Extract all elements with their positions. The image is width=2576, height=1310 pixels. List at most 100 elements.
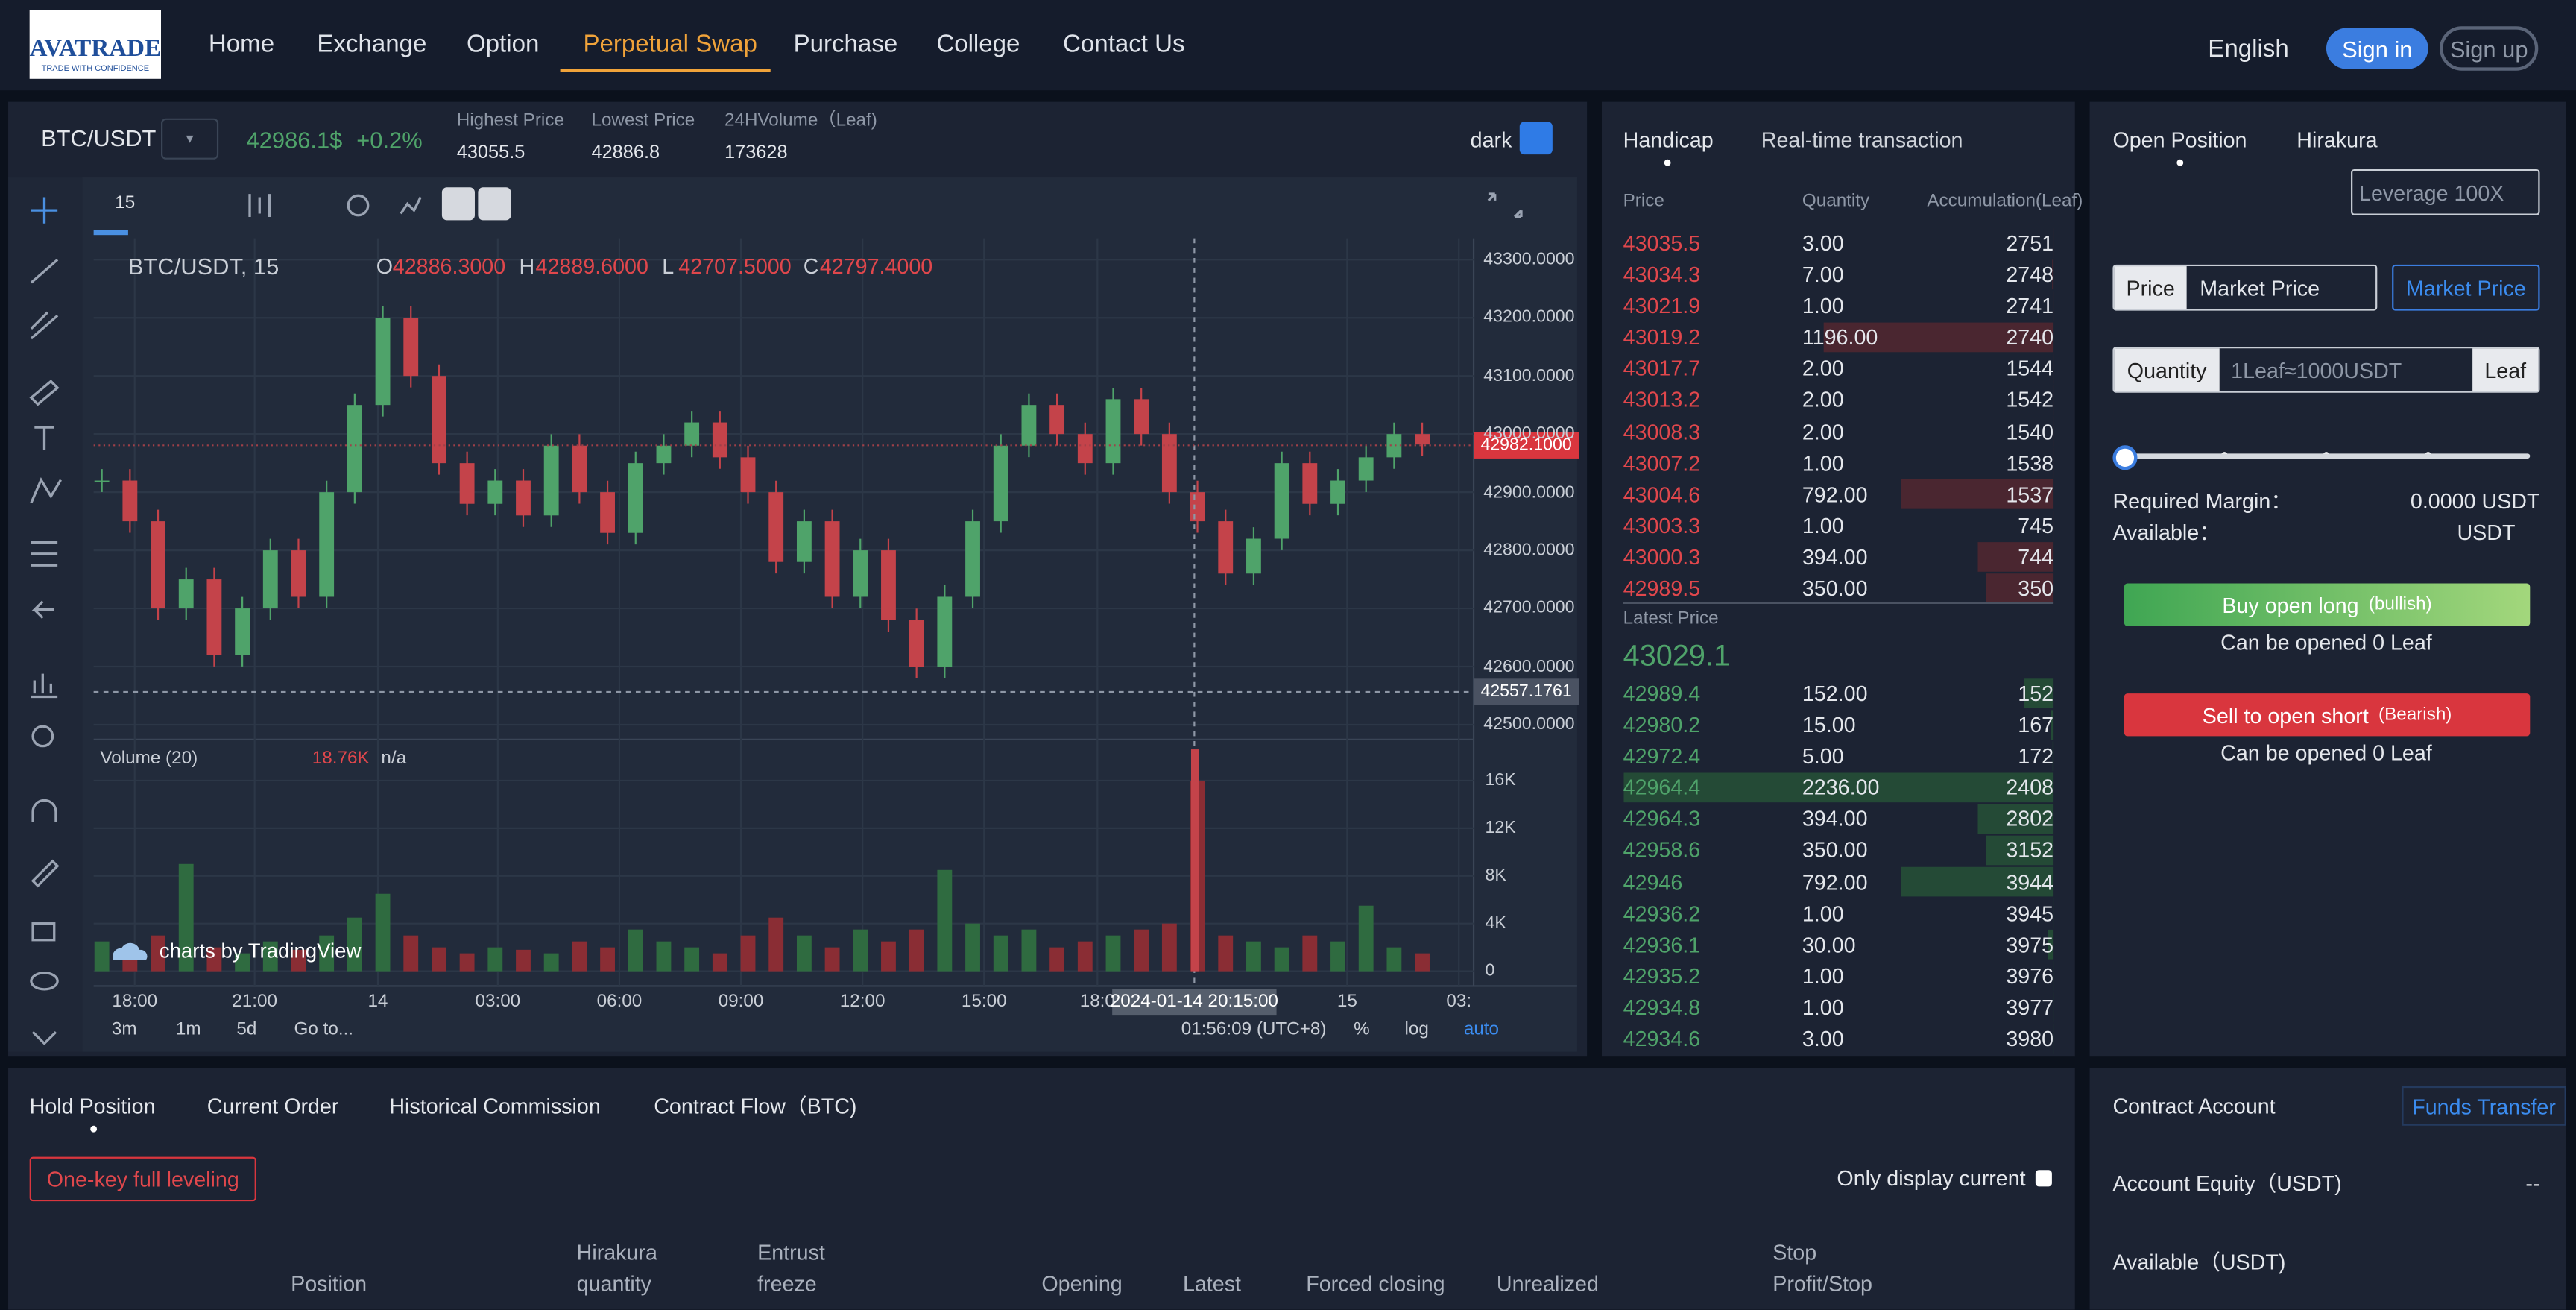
candle-body	[796, 521, 812, 562]
volume-bar	[600, 947, 615, 972]
sign-in-button[interactable]: Sign in	[2326, 28, 2428, 69]
book-quantity: 792.00	[1802, 869, 1868, 895]
candle-body	[1218, 521, 1234, 574]
ohlc-low-label: L	[662, 254, 675, 279]
range-button[interactable]: 1m	[175, 1019, 201, 1040]
redo-button[interactable]	[478, 187, 511, 221]
legend-title: BTC/USDT, 15	[127, 253, 280, 280]
positions-tab[interactable]: Hold Position	[29, 1093, 156, 1118]
volume-bar	[235, 953, 250, 972]
volume-tick-label: 16K	[1485, 770, 1516, 790]
nav-item[interactable]: Perpetual Swap	[583, 30, 757, 59]
book-price: 42958.6	[1623, 837, 1701, 863]
book-price: 43035.5	[1623, 230, 1701, 256]
book-accumulation: 3152	[2006, 837, 2054, 863]
undo-button[interactable]	[441, 187, 475, 221]
volume-bar	[1134, 929, 1149, 972]
book-price: 43017.7	[1623, 356, 1701, 382]
logo-tagline: TRADE WITH CONFIDENCE	[41, 63, 150, 74]
candle-body	[375, 318, 391, 406]
stat-label: Highest Price	[456, 110, 564, 131]
positions-tab[interactable]: Historical Commission	[389, 1093, 601, 1118]
volume-na: n/a	[381, 748, 407, 769]
leverage-input[interactable]: Leverage 100X	[2351, 169, 2540, 215]
book-price: 42989.4	[1623, 681, 1701, 706]
book-price: 42934.6	[1623, 1026, 1701, 1051]
nav-item[interactable]: College	[936, 30, 1020, 59]
book-quantity: 2236.00	[1802, 775, 1880, 800]
book-accumulation: 3980	[2006, 1026, 2054, 1051]
volume-bar	[684, 947, 700, 972]
column-header: Accumulation(Leaf)	[1927, 191, 2083, 212]
nav-item[interactable]: Exchange	[317, 30, 427, 59]
depth-bar	[1901, 479, 2054, 509]
price-tick-label: 42600.0000	[1483, 656, 1575, 676]
nav-item[interactable]: Purchase	[793, 30, 898, 59]
funds-transfer-button[interactable]: Funds Transfer	[2402, 1086, 2566, 1126]
range-button[interactable]: 5d	[236, 1019, 257, 1040]
market-price-button[interactable]: Market Price	[2392, 264, 2540, 311]
time-label: 14	[367, 992, 388, 1012]
scale-option[interactable]: auto	[1463, 1019, 1500, 1040]
candle-body	[684, 422, 700, 446]
volume-bar	[1021, 929, 1037, 972]
buy-button[interactable]: Buy open long (bullish)	[2124, 583, 2531, 626]
symbol-dropdown[interactable]: ▾	[160, 118, 219, 160]
time-label: 15:00	[961, 992, 1007, 1012]
book-price: 42935.2	[1623, 963, 1701, 989]
candle-body	[572, 445, 587, 493]
book-quantity: 792.00	[1802, 482, 1868, 507]
positions-tab[interactable]: Current Order	[206, 1093, 339, 1118]
nav-item[interactable]: Option	[466, 30, 540, 59]
language-select[interactable]: English	[2208, 35, 2289, 63]
quantity-input[interactable]: 1Leaf≈1000USDT	[2231, 357, 2402, 382]
only-current-checkbox[interactable]	[2035, 1170, 2052, 1187]
candle-body	[1274, 463, 1289, 539]
column-header: Price	[1623, 191, 1664, 212]
cursor-time-tag	[1112, 989, 1277, 1016]
candle-body	[712, 422, 727, 458]
nav-item[interactable]: Home	[208, 30, 275, 59]
candle-body	[516, 480, 531, 516]
scale-option[interactable]: log	[1404, 1019, 1429, 1040]
equity-value: --	[2525, 1171, 2540, 1196]
book-tab[interactable]: Handicap	[1623, 127, 1714, 152]
active-tab-dot	[2176, 159, 2184, 166]
volume-bar	[347, 917, 362, 972]
volume-bar	[1218, 935, 1234, 972]
book-price: 43034.3	[1623, 262, 1701, 287]
trade-tab[interactable]: Open Position	[2112, 127, 2247, 152]
sell-button[interactable]: Sell to open short (Bearish)	[2124, 693, 2531, 737]
volume-bar	[993, 935, 1008, 972]
depth-bar	[1623, 772, 2054, 803]
theme-toggle[interactable]	[1519, 122, 1553, 155]
volume-value: 18.76K	[312, 748, 370, 769]
sign-up-button[interactable]: Sign up	[2440, 26, 2539, 71]
full-leveling-button[interactable]: One-key full leveling	[29, 1156, 256, 1202]
trade-tab[interactable]: Hirakura	[2296, 127, 2378, 152]
scale-option[interactable]: %	[1354, 1019, 1370, 1040]
leverage-slider[interactable]	[2124, 453, 2531, 459]
table-header: Entrust	[757, 1239, 825, 1265]
positions-tab[interactable]: Contract Flow（BTC)	[654, 1093, 857, 1118]
quantity-unit: Leaf	[2472, 348, 2539, 391]
logo[interactable]: AVATRADE TRADE WITH CONFIDENCE	[30, 10, 161, 79]
candle-body	[937, 596, 953, 667]
interval[interactable]: 15	[115, 192, 136, 213]
slider-knob[interactable]	[2112, 445, 2138, 470]
goto-button[interactable]: Go to...	[294, 1019, 354, 1040]
volume-bar	[712, 953, 727, 972]
price-input[interactable]: Market Price	[2200, 275, 2320, 300]
book-tab[interactable]: Real-time transaction	[1761, 127, 1963, 152]
candle-body	[235, 608, 250, 655]
range-button[interactable]: 3m	[111, 1019, 137, 1040]
book-accumulation: 2751	[2006, 230, 2054, 256]
price-tick-label: 42500.0000	[1483, 714, 1575, 734]
account-panel	[2089, 1068, 2566, 1310]
volume-bar	[319, 935, 335, 972]
nav-item[interactable]: Contact Us	[1063, 30, 1185, 59]
table-header: Opening	[1041, 1270, 1123, 1296]
candle-body	[459, 463, 475, 504]
time-label: 18:0	[1079, 992, 1115, 1012]
book-price: 43019.2	[1623, 324, 1701, 350]
